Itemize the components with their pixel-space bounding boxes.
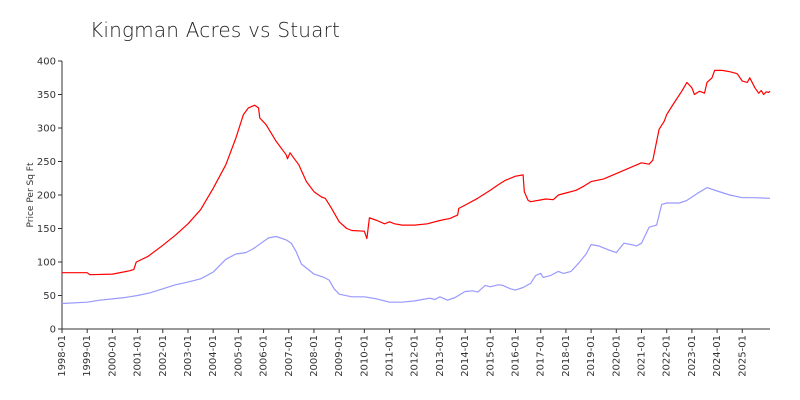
x-tick-label: 2019-01: [586, 335, 597, 377]
x-tick-label: 2001-01: [133, 335, 144, 377]
y-tick-label: 400: [37, 57, 56, 68]
x-tick-label: 2025-01: [737, 335, 748, 377]
y-tick-label: 350: [37, 90, 56, 101]
x-tick-label: 2010-01: [359, 335, 370, 377]
axes: 0 50 100 150 200 250 300 350 400 1998-01 1999-01 20…: [37, 57, 770, 377]
x-tick-label: 2004-01: [208, 335, 219, 377]
x-tick-label: 2003-01: [183, 335, 194, 377]
x-tick-label: 1999-01: [82, 335, 93, 377]
y-tick-label: 150: [37, 224, 56, 235]
x-tick-label: 2016-01: [511, 335, 522, 377]
y-tick-label: 100: [37, 258, 56, 269]
x-tick-label: 2002-01: [158, 335, 169, 377]
x-tick-label: 2009-01: [334, 335, 345, 377]
x-tick-label: 2021-01: [637, 335, 648, 377]
y-tick-label: 200: [37, 191, 56, 202]
series-layer: [61, 69, 771, 305]
y-axis-label: Price Per Sq Ft: [26, 162, 36, 227]
chart-title: Kingman Acres vs Stuart: [90, 18, 341, 42]
y-tick-label: 300: [37, 124, 56, 135]
y-tick-label: 250: [37, 157, 56, 168]
series-line-2: [61, 187, 771, 305]
x-tick-label: 2023-01: [687, 335, 698, 377]
x-tick-label: 2006-01: [259, 335, 270, 377]
x-tick-label: 2012-01: [410, 335, 421, 377]
y-tick-label: 50: [43, 291, 56, 302]
x-tick-label: 2007-01: [284, 335, 295, 377]
x-tick-label: 2008-01: [309, 335, 320, 377]
x-tick-label: 2014-01: [460, 335, 471, 377]
x-tick-label: 2017-01: [536, 335, 547, 377]
x-tick-label: 1998-01: [57, 335, 68, 377]
series-line-1: [62, 69, 771, 276]
x-tick-label: 2011-01: [385, 335, 396, 377]
x-tick-label: 2024-01: [712, 335, 723, 377]
x-tick-label: 2015-01: [485, 335, 496, 377]
x-tick-label: 2018-01: [561, 335, 572, 377]
y-tick-label: 0: [50, 325, 56, 336]
x-tick-label: 2005-01: [233, 335, 244, 377]
x-tick-label: 2013-01: [435, 335, 446, 377]
x-tick-label: 2022-01: [662, 335, 673, 377]
x-tick-label: 2020-01: [611, 335, 622, 377]
x-tick-label: 2000-01: [107, 335, 118, 377]
